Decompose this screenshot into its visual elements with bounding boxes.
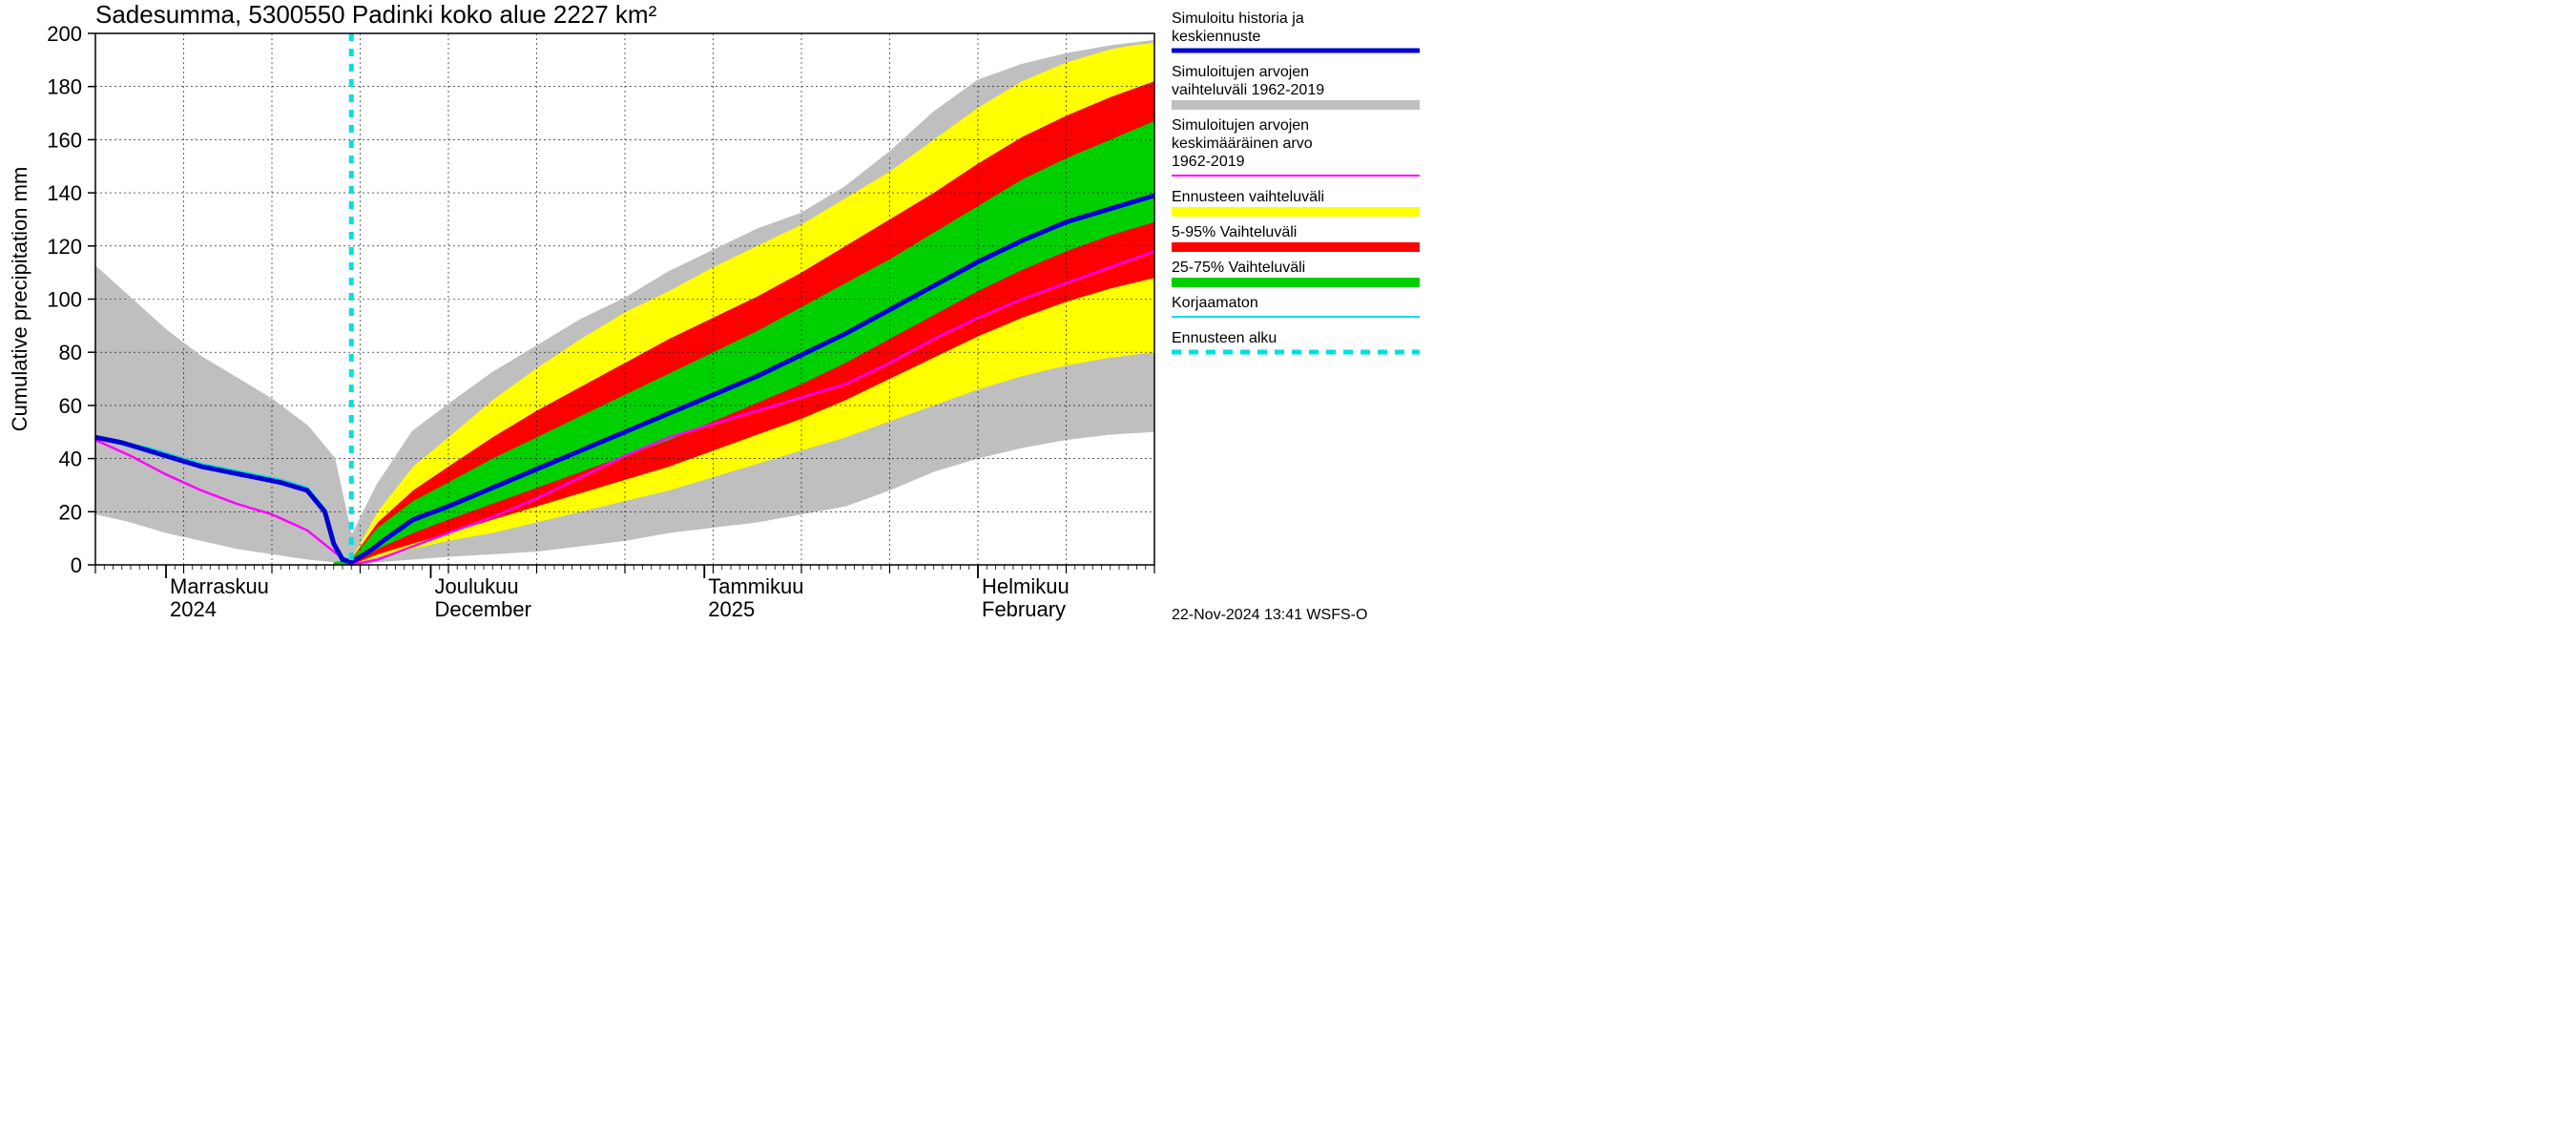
y-tick-label: 20 <box>59 500 82 524</box>
legend-swatch <box>1172 278 1420 287</box>
y-tick-label: 120 <box>47 235 82 259</box>
legend-label: Ennusteen alku <box>1172 330 1277 346</box>
precipitation-chart: 0 20 40 60 80 100 120 140 160 180 200 Marraskuu2024… <box>0 0 1431 636</box>
y-axis-label: Cumulative precipitation mm <box>8 167 31 432</box>
legend-label: keskimääräinen arvo <box>1172 135 1313 152</box>
x-month-label-top: Helmikuu <box>982 574 1070 598</box>
legend-label: Simuloitujen arvojen <box>1172 117 1309 134</box>
x-month-label-top: Tammikuu <box>708 574 803 598</box>
chart-title: Sadesumma, 5300550 Padinki koko alue 222… <box>95 0 657 29</box>
x-month-label-bottom: 2024 <box>170 597 217 621</box>
legend-swatch <box>1172 242 1420 252</box>
legend-label: 5-95% Vaihteluväli <box>1172 224 1297 240</box>
legend-label: Ennusteen vaihteluväli <box>1172 189 1324 205</box>
y-tick-label: 60 <box>59 394 82 418</box>
y-tick-label: 180 <box>47 75 82 99</box>
y-tick-label: 200 <box>47 22 82 46</box>
x-month-label-bottom: December <box>435 597 531 621</box>
y-tick-label: 140 <box>47 181 82 205</box>
legend-label: 1962-2019 <box>1172 154 1245 170</box>
footer-timestamp: 22-Nov-2024 13:41 WSFS-O <box>1172 607 1367 623</box>
y-tick-label: 40 <box>59 448 82 471</box>
y-tick-label: 0 <box>71 553 82 577</box>
x-month-label-bottom: 2025 <box>708 597 755 621</box>
y-tick-label: 80 <box>59 341 82 364</box>
legend-label: Simuloitujen arvojen <box>1172 64 1309 80</box>
legend-swatch <box>1172 100 1420 110</box>
legend-label: keskiennuste <box>1172 29 1260 45</box>
y-tick-label: 160 <box>47 128 82 152</box>
legend-label: Simuloitu historia ja <box>1172 10 1304 27</box>
legend: Simuloitu historia ja keskiennuste Simuloi… <box>1172 10 1420 352</box>
legend-swatch <box>1172 207 1420 217</box>
legend-label: Korjaamaton <box>1172 295 1258 311</box>
x-month-label-bottom: February <box>982 597 1066 621</box>
legend-label: vaihteluväli 1962-2019 <box>1172 82 1324 98</box>
legend-label: 25-75% Vaihteluväli <box>1172 260 1305 276</box>
x-month-label-top: Marraskuu <box>170 574 269 598</box>
y-tick-label: 100 <box>47 288 82 312</box>
x-month-label-top: Joulukuu <box>435 574 519 598</box>
